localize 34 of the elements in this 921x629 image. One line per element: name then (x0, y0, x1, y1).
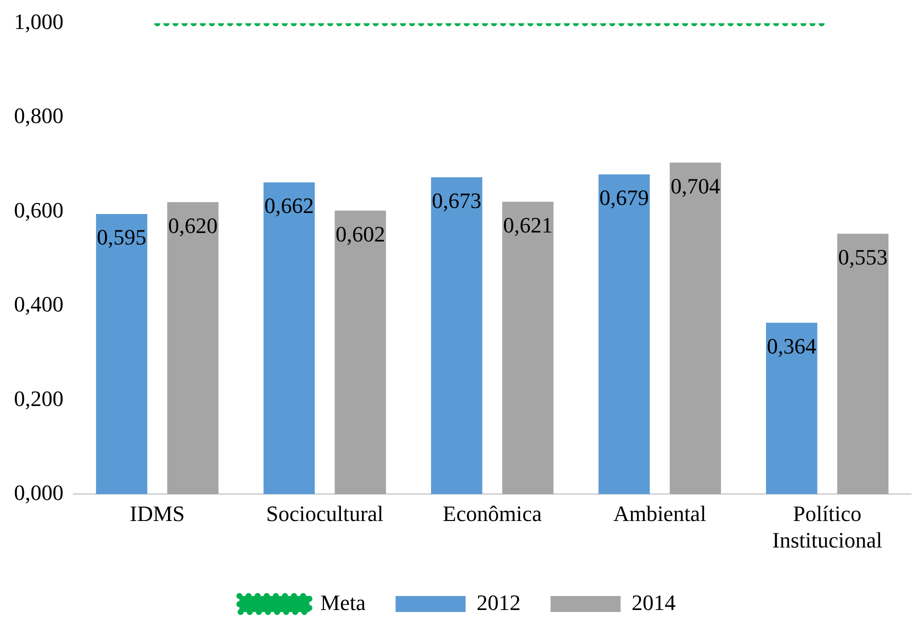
y-tick-label: 0,200 (14, 386, 64, 411)
bar (837, 234, 888, 494)
bar (167, 202, 218, 494)
data-label: 0,553 (838, 244, 888, 270)
y-tick-label: 1,000 (14, 8, 64, 34)
data-label: 0,602 (336, 221, 386, 246)
x-tick-label: Político Institucional (772, 501, 882, 553)
data-label: 0,673 (432, 188, 482, 213)
data-label: 0,704 (670, 173, 720, 198)
bar (598, 174, 650, 494)
y-tick-label: 0,400 (14, 292, 64, 317)
legend-label: 2012 (476, 590, 521, 615)
bar (502, 202, 554, 494)
data-label: 0,621 (503, 212, 553, 238)
bar (334, 210, 386, 494)
data-label: 0,620 (168, 212, 218, 238)
bar (670, 162, 721, 494)
bar (766, 322, 818, 494)
x-tick-label: IDMS (130, 501, 185, 526)
y-tick-label: 0,600 (14, 197, 64, 222)
legend-label: 2014 (632, 590, 676, 615)
y-tick-label: 0,800 (14, 103, 64, 128)
data-label: 0,364 (766, 334, 816, 359)
data-label: 0,595 (96, 224, 146, 250)
bar (96, 214, 148, 494)
data-label: 0,662 (264, 193, 314, 218)
x-tick-label: Econômica (442, 501, 542, 526)
data-label: 0,679 (599, 185, 649, 210)
bar (264, 182, 315, 494)
legend-label: Meta (320, 590, 366, 615)
x-tick-label: Ambiental (613, 501, 706, 526)
bar (431, 177, 482, 494)
x-tick-label: Sociocultural (266, 501, 384, 526)
y-tick-label: 0,000 (14, 480, 64, 505)
